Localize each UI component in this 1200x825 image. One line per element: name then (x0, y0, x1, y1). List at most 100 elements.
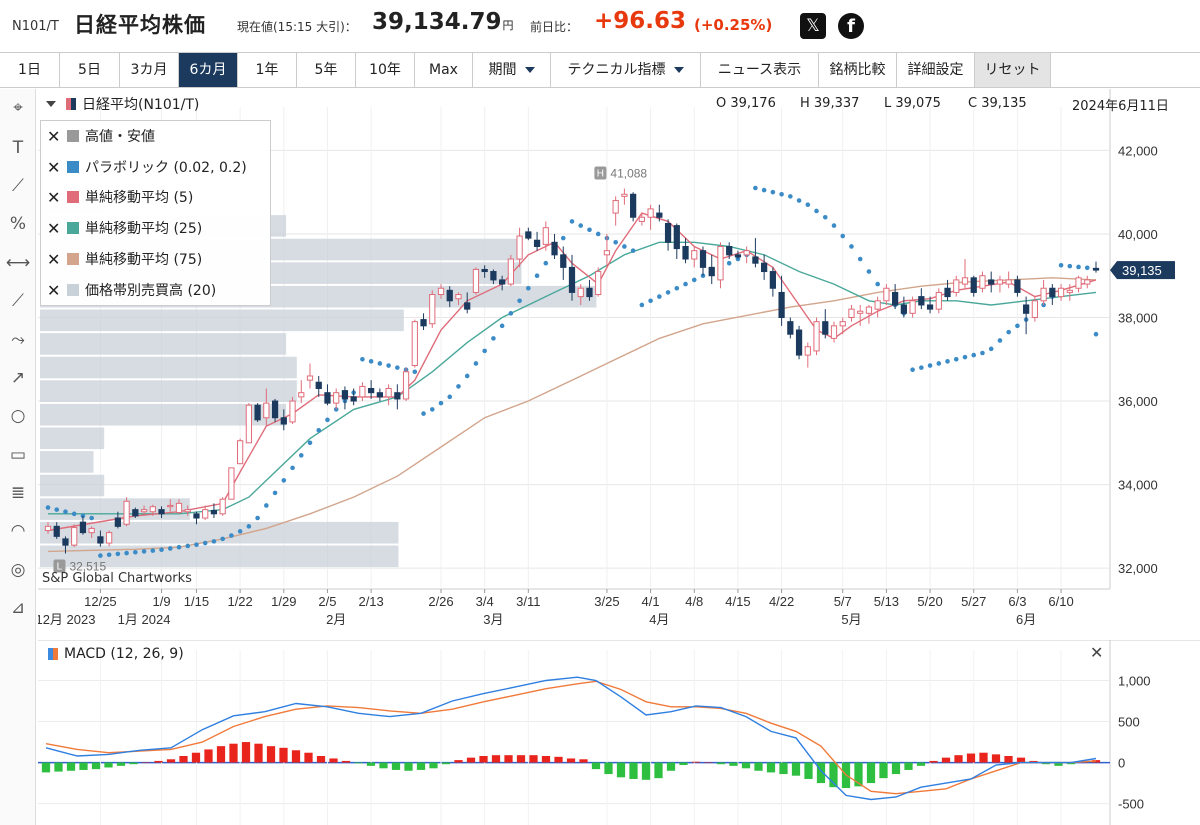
candle-body (656, 212, 663, 218)
sar-dot (464, 373, 470, 379)
candle-body (647, 208, 654, 218)
candle-body (114, 517, 121, 527)
trend-line-icon[interactable]: ⟋ (12, 291, 24, 311)
sar-dot (159, 547, 164, 553)
range-6m-button[interactable]: 6カ月 (179, 53, 238, 87)
fibonacci-icon[interactable]: ≣ (10, 483, 26, 503)
line-icon[interactable]: ⟋ (12, 176, 24, 196)
settings-button[interactable]: 詳細設定 (897, 53, 975, 87)
date-tick-label: 5/27 (961, 594, 986, 609)
series-name: 日経平均(N101/T) (82, 97, 200, 113)
arrow-icon[interactable]: ↗ (10, 368, 26, 388)
x-logo-icon[interactable]: 𝕏 (800, 13, 826, 39)
technical-indicators-dropdown[interactable]: テクニカル指標 (551, 53, 701, 87)
macd-histogram-bar (716, 762, 726, 765)
range-5y-button[interactable]: 5年 (297, 53, 356, 87)
macd-histogram-bar (154, 760, 163, 763)
sar-dot (202, 540, 208, 546)
macd-histogram-bar (904, 762, 913, 770)
macd-histogram-bar (741, 762, 751, 769)
sar-dot (822, 214, 828, 220)
arc-icon[interactable]: ◠ (10, 521, 26, 541)
sar-dot (753, 185, 758, 191)
close-icon[interactable]: ✕ (47, 157, 61, 177)
price-chart[interactable]: 32,000 34,000 36,000 38,000 40,000 42,000 12/… (38, 89, 1200, 637)
macd-histogram-bar (491, 755, 501, 763)
rectangle-icon[interactable]: ▭ (9, 445, 27, 465)
macd-histogram-bar (1004, 756, 1013, 763)
sar-dot (290, 465, 295, 471)
macd-histogram-bar (879, 762, 888, 779)
candle-body (341, 390, 349, 400)
macd-histogram-bar (191, 752, 201, 763)
sar-dot (578, 223, 584, 228)
horizontal-line-icon[interactable]: ⟷ (5, 253, 31, 273)
range-max-button[interactable]: Max (415, 53, 473, 87)
close-icon[interactable]: ✕ (47, 218, 61, 238)
close-icon[interactable]: ✕ (1090, 643, 1104, 662)
volume-by-price-bar (40, 356, 297, 379)
range-5d-button[interactable]: 5日 (60, 53, 120, 87)
close-icon[interactable]: ✕ (47, 249, 61, 269)
legend-item-sma5: ✕ 単純移動平均 (5) (47, 185, 193, 209)
sar-dot (1015, 323, 1020, 329)
macd-chart[interactable]: -500 0 500 1,000 (38, 640, 1200, 825)
series-swatch (66, 98, 76, 110)
spiral-icon[interactable]: ◎ (10, 560, 26, 580)
collapse-icon[interactable] (46, 101, 56, 107)
date-tick-label: 4/1 (642, 594, 660, 609)
sar-dot (211, 539, 217, 544)
macd-histogram-bar (279, 747, 288, 763)
ruler-icon[interactable]: ⊿ (10, 598, 26, 618)
circle-icon[interactable]: ○ (10, 406, 26, 426)
period-dropdown[interactable]: 期間 (473, 53, 551, 87)
macd-histogram-bar (729, 762, 738, 766)
sar-dot (665, 290, 671, 295)
compare-button[interactable]: 銘柄比較 (819, 53, 897, 87)
candle-body (979, 275, 986, 289)
close-icon[interactable]: ✕ (47, 126, 61, 146)
macd-histogram-bar (429, 762, 438, 769)
polyline-icon[interactable]: ⤳ (11, 330, 25, 350)
reset-button[interactable]: リセット (975, 53, 1051, 87)
legend-swatch (67, 161, 79, 173)
candle-body (568, 266, 576, 293)
sar-dot (622, 244, 627, 249)
change-percent: (+0.25%) (694, 16, 773, 34)
series-header[interactable]: 日経平均(N101/T) (46, 94, 199, 114)
volume-by-price-bar (40, 498, 190, 520)
candle-body (1014, 279, 1021, 293)
macd-histogram-bar (466, 757, 476, 763)
range-1d-button[interactable]: 1日 (0, 53, 60, 87)
macd-histogram-bar (541, 756, 551, 763)
close-icon[interactable]: ✕ (47, 280, 61, 300)
crosshair-icon[interactable]: ⌖ (13, 98, 23, 118)
sar-dot (971, 352, 977, 358)
macd-histogram-bar (804, 762, 813, 779)
macd-histogram-bar (441, 762, 451, 765)
price-tick-label: 40,000 (1118, 227, 1158, 242)
volume-by-price-bar (40, 309, 404, 332)
candle-body (603, 250, 611, 256)
percent-line-icon[interactable]: % (9, 214, 27, 234)
close-icon[interactable]: ✕ (47, 187, 61, 207)
news-toggle-button[interactable]: ニュース表示 (701, 53, 819, 87)
macd-signal-line (45, 680, 1097, 795)
candle-body (752, 256, 759, 264)
candle-body (175, 502, 183, 514)
macd-histogram-bar (254, 743, 263, 763)
sar-dot (595, 231, 601, 237)
macd-histogram-bar (1016, 757, 1026, 763)
candle-body (682, 245, 689, 260)
candle-body (472, 268, 480, 293)
range-3m-button[interactable]: 3カ月 (120, 53, 179, 87)
range-10y-button[interactable]: 10年 (356, 53, 415, 87)
macd-histogram-bar (529, 755, 538, 763)
range-1y-button[interactable]: 1年 (238, 53, 297, 87)
macd-histogram-bar (629, 762, 638, 779)
macd-histogram-bar (329, 758, 338, 763)
candle-body (149, 506, 156, 513)
text-annotation-icon[interactable]: T (12, 138, 24, 158)
macd-histogram-bar (316, 756, 326, 763)
facebook-icon[interactable]: f (838, 13, 864, 39)
